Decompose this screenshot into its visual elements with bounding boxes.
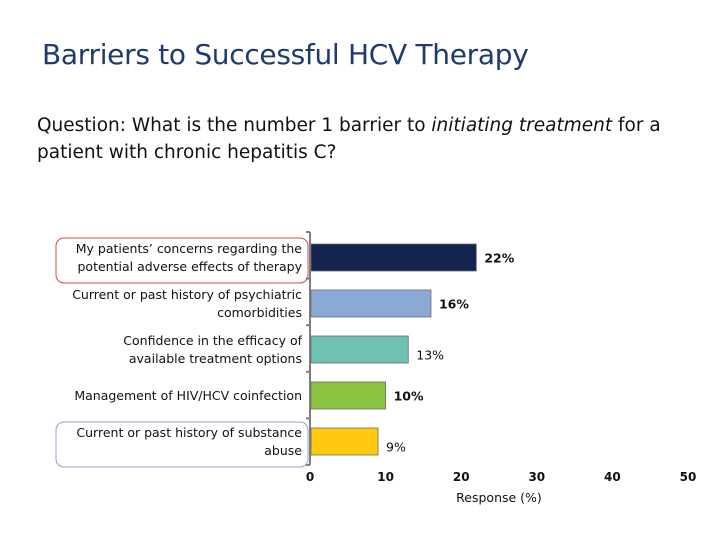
category-label: Current or past history of psychiatric [72,287,302,302]
category-highlight-box [55,237,309,284]
category-label: My patients’ concerns regarding the [76,241,303,256]
category-label: potential adverse effects of therapy [78,259,303,274]
x-axis-title: Response (%) [456,490,542,505]
value-label: 9% [386,440,406,455]
category-label: comorbidities [217,305,302,320]
x-tick-label: 30 [528,470,545,484]
value-label: 10% [394,389,424,404]
bar [310,427,379,456]
category-label: Confidence in the efficacy of [123,333,302,348]
category-highlight-box [55,421,309,468]
bar [310,335,409,364]
question-emphasis: initiating treatment [431,115,613,136]
category-label: Current or past history of substance [76,425,302,440]
bar [310,289,432,318]
question-text: Question: What is the number 1 barrier t… [37,112,677,166]
slide-title: Barriers to Successful HCV Therapy [42,38,529,71]
category-label: available treatment options [129,351,302,366]
x-tick-label: 0 [306,470,314,484]
question-before: Question: What is the number 1 barrier t… [37,115,432,136]
x-tick-label: 50 [680,470,697,484]
x-tick-label: 20 [453,470,470,484]
category-label: Management of HIV/HCV coinfection [74,388,302,403]
question-after: for a patient with chronic hepatitis C? [37,115,661,163]
x-tick-label: 10 [377,470,394,484]
category-label: abuse [264,443,302,458]
value-label: 22% [484,251,514,266]
bar [310,381,386,410]
value-label: 13% [416,348,444,363]
x-tick-label: 40 [604,470,621,484]
value-label: 16% [439,297,469,312]
bar [310,243,477,272]
